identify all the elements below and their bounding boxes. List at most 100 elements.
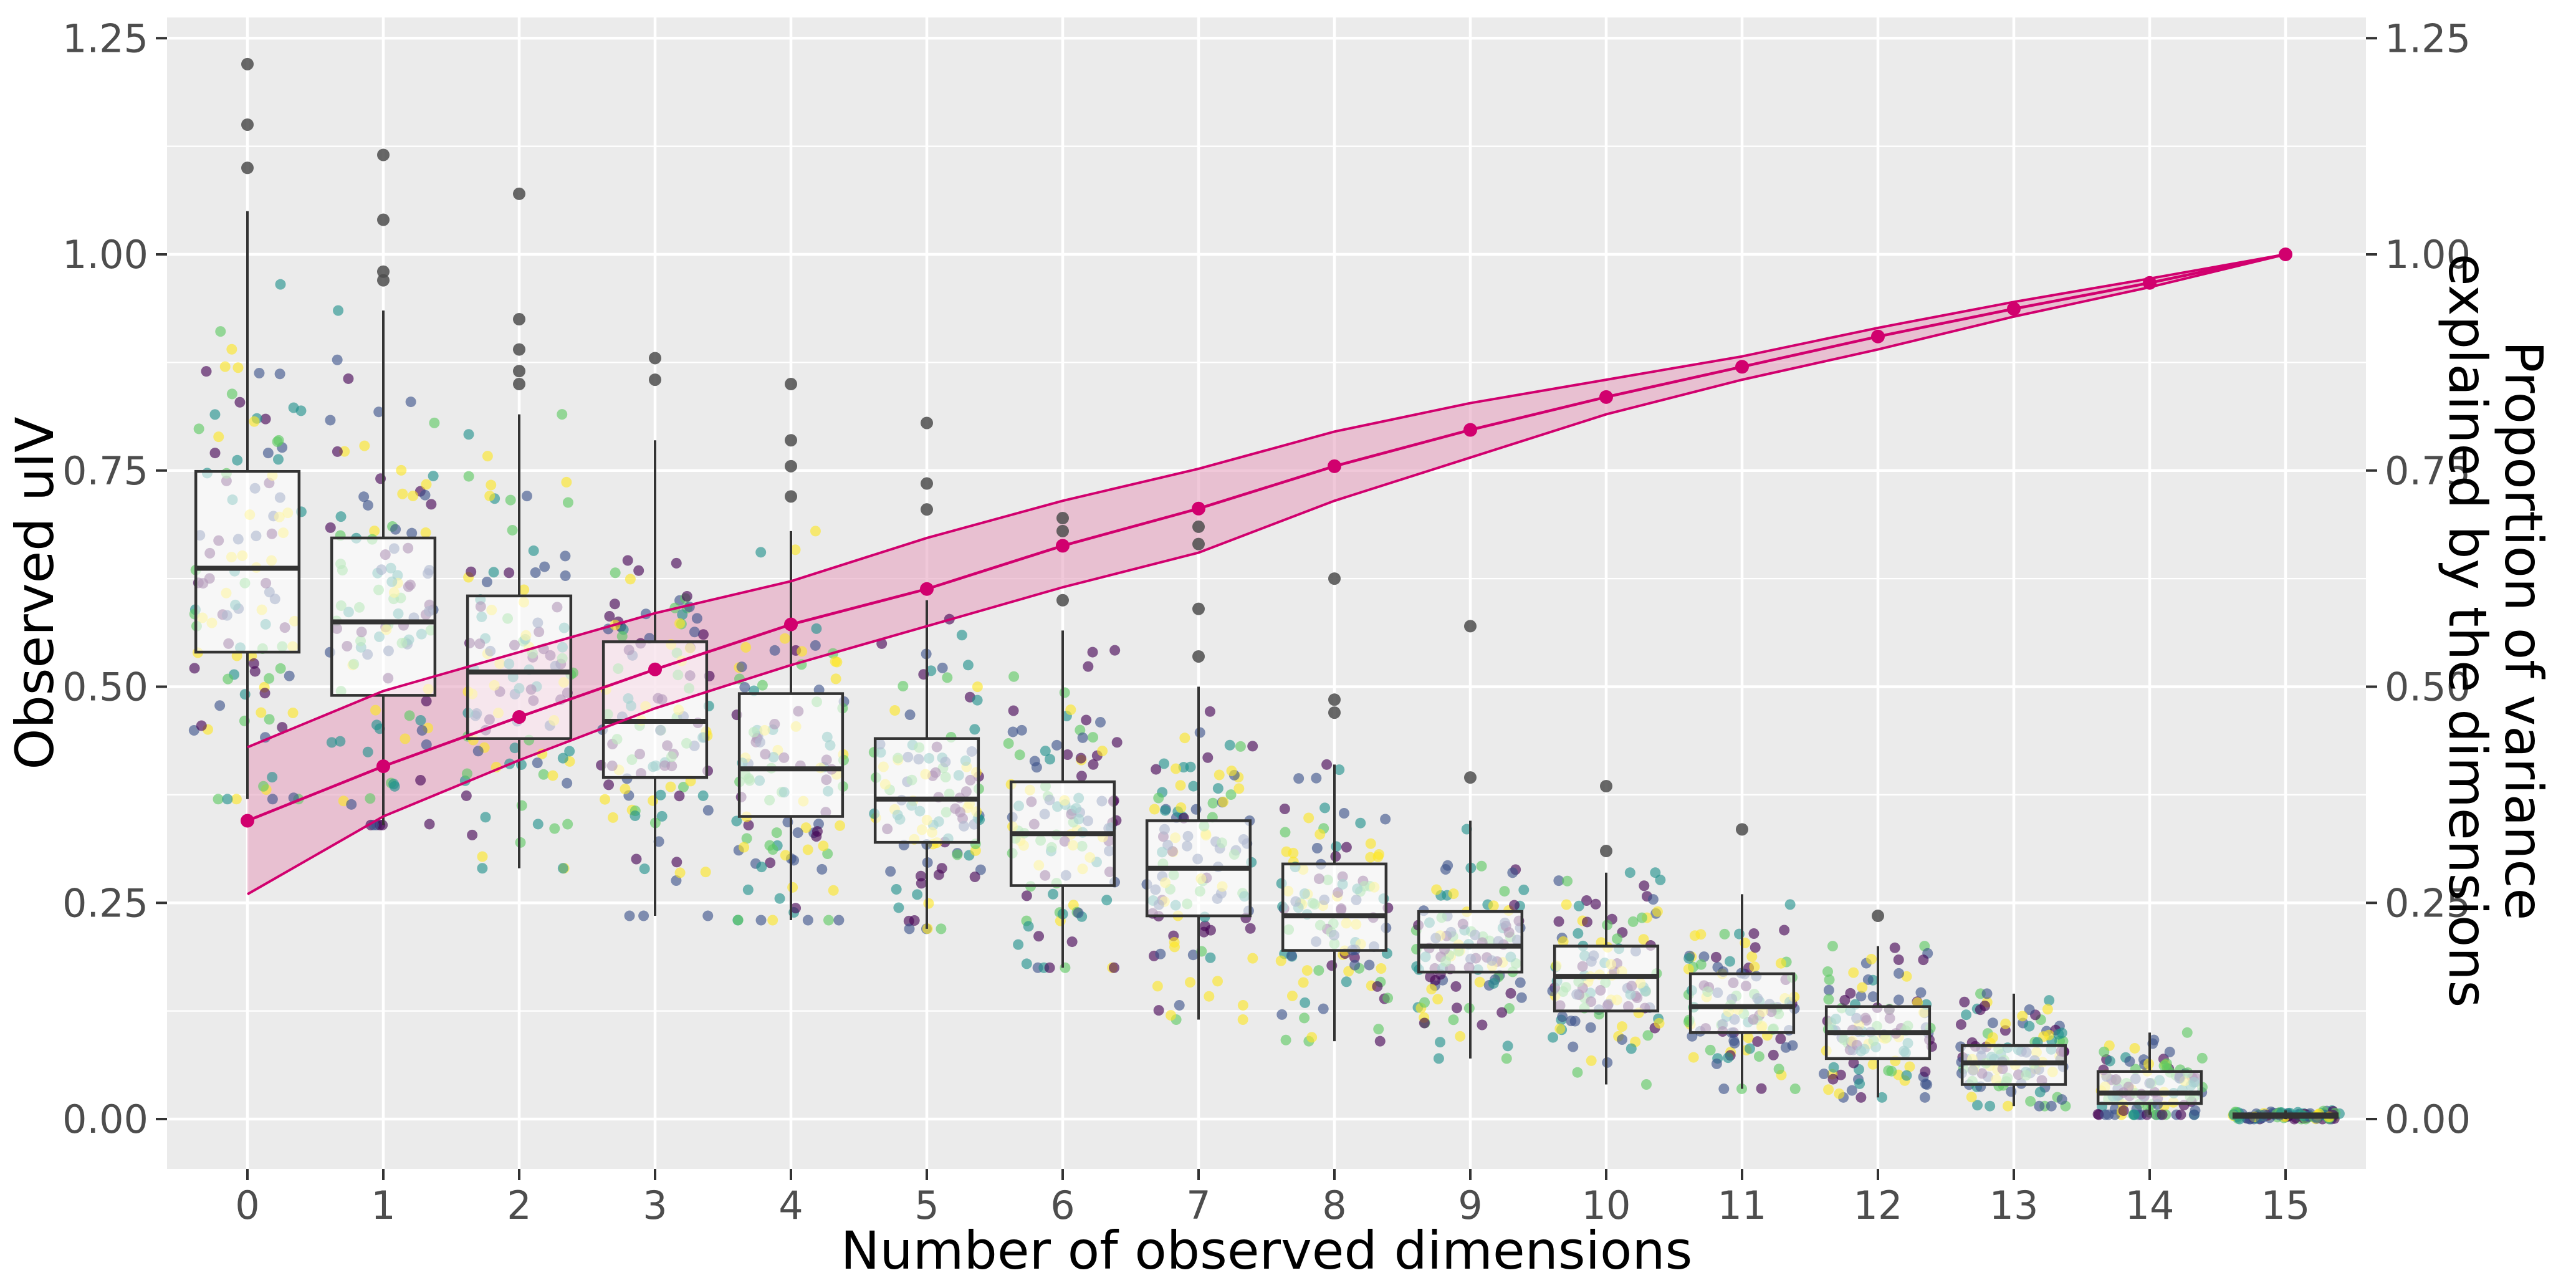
jitter-point <box>1431 884 1442 895</box>
jitter-point <box>736 661 747 673</box>
jitter-point <box>1190 804 1202 815</box>
jitter-point <box>1199 926 1210 938</box>
jitter-point <box>1568 1041 1579 1052</box>
jitter-point <box>616 631 628 642</box>
jitter-point <box>532 757 543 769</box>
jitter-point <box>258 781 269 792</box>
jitter-point <box>830 673 841 685</box>
jitter-point <box>362 499 373 511</box>
variance-point <box>1056 539 1070 553</box>
axes-layer: 0.00 0.25 0.50 0.75 1.00 1.25 0.00 0.25 0.50 0.75… <box>62 16 2471 1228</box>
jitter-point <box>1008 705 1019 716</box>
jitter-point <box>1016 724 1027 736</box>
jitter-point <box>226 388 237 400</box>
variance-point <box>1871 329 1885 344</box>
jitter-point <box>1060 962 1071 973</box>
jitter-point <box>1205 952 1216 963</box>
jitter-point <box>1185 977 1196 988</box>
jitter-point <box>816 863 828 875</box>
jitter-point <box>1823 994 1834 1005</box>
x-tick-label: 14 <box>2125 1183 2175 1228</box>
variance-line-layer <box>241 248 2292 896</box>
jitter-point <box>620 784 631 795</box>
box-body <box>194 469 301 654</box>
jitter-point <box>1023 921 1034 932</box>
jitter-point <box>234 396 246 408</box>
jitter-point <box>259 688 271 699</box>
jitter-point <box>1095 716 1106 728</box>
jitter-point <box>1207 797 1219 809</box>
jitter-point <box>1174 999 1185 1011</box>
jitter-point <box>275 279 286 290</box>
jitter-point <box>2000 1018 2011 1029</box>
jitter-point <box>515 837 526 848</box>
jitter-point <box>406 527 418 539</box>
variance-point <box>512 710 526 724</box>
x-tick-label: 15 <box>2261 1183 2310 1228</box>
variance-point <box>648 662 662 676</box>
jitter-point <box>1822 966 1834 977</box>
box-outlier <box>921 503 933 516</box>
variance-point <box>1328 459 1341 473</box>
jitter-point <box>1175 802 1187 813</box>
jitter-point <box>466 566 477 577</box>
jitter-point <box>1014 749 1025 761</box>
x-tick-label: 12 <box>1854 1183 1903 1228</box>
jitter-point <box>942 672 953 683</box>
jitter-point <box>792 827 803 839</box>
jitter-point <box>1966 1092 1977 1103</box>
jitter-point <box>421 479 432 490</box>
jitter-point <box>1627 916 1639 927</box>
jitter-point <box>2128 1109 2140 1120</box>
jitter-point <box>222 794 233 805</box>
jitter-point <box>1683 963 1694 974</box>
box-outlier <box>1192 520 1205 533</box>
jitter-point <box>1313 965 1324 976</box>
jitter-point <box>625 574 636 585</box>
jitter-point <box>833 915 845 926</box>
jitter-point <box>509 743 520 754</box>
jitter-point <box>1752 1036 1763 1047</box>
jitter-point <box>1711 1058 1722 1069</box>
jitter-point <box>1617 1034 1628 1045</box>
jitter-point <box>1066 936 1078 948</box>
jitter-point <box>972 694 983 706</box>
jitter-point <box>797 646 808 657</box>
jitter-point <box>429 417 440 428</box>
jitter-point <box>1509 900 1520 911</box>
jitter-point <box>507 524 518 536</box>
jitter-point <box>780 850 791 861</box>
jitter-point <box>2196 1052 2208 1064</box>
jitter-point <box>1548 1032 1559 1043</box>
boxplot-6 <box>1009 512 1116 968</box>
jitter-point <box>2025 1096 2036 1107</box>
jitter-point <box>1827 941 1838 952</box>
jitter-point <box>1616 1021 1627 1032</box>
jitter-point <box>1848 967 1859 978</box>
jitter-point <box>1636 912 1647 923</box>
jitter-point <box>482 451 493 462</box>
jitter-point <box>1854 1078 1865 1089</box>
jitter-point <box>2104 1055 2115 1067</box>
jitter-point <box>421 696 432 707</box>
jitter-point <box>1212 976 1223 987</box>
jitter-point <box>969 872 980 883</box>
jitter-point <box>671 875 682 887</box>
jitter-point <box>1448 888 1459 900</box>
jitter-point <box>561 476 572 488</box>
jitter-point <box>1624 867 1635 878</box>
boxplot-10 <box>1553 780 1660 1085</box>
jitter-point <box>1435 1037 1446 1048</box>
jitter-point <box>359 440 370 451</box>
jitter-point <box>262 448 274 459</box>
jitter-point <box>1562 875 1573 887</box>
jitter-point <box>811 831 822 842</box>
jitter-point <box>1077 732 1088 743</box>
y2-tick-label: 1.25 <box>2385 16 2471 61</box>
jitter-point <box>656 810 668 822</box>
jitter-point <box>332 446 343 457</box>
jitter-point <box>260 413 271 425</box>
jitter-point <box>1839 994 1851 1006</box>
jitter-point <box>325 522 336 533</box>
jitter-point <box>1642 1030 1654 1041</box>
